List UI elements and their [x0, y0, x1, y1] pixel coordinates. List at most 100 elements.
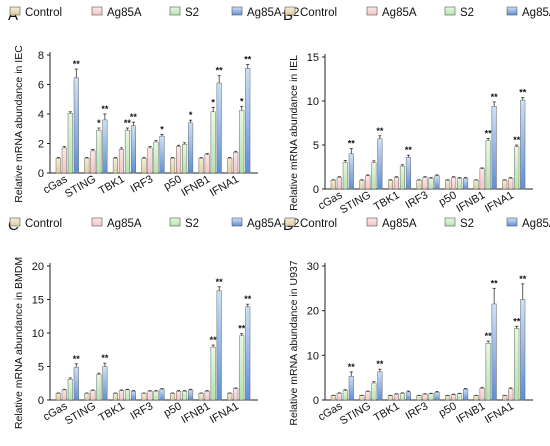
- y-tick-label: 15: [32, 295, 44, 307]
- bar-control-p50: [445, 395, 451, 401]
- bar-control-sting: [84, 393, 90, 401]
- bar-ag85a-s2-ifnb1: [491, 106, 497, 190]
- bar-ag85a-s2-irf3: [434, 175, 440, 190]
- bar-control-cgas: [55, 393, 61, 401]
- significance-label: **: [405, 145, 413, 155]
- y-tick-label: 6: [38, 80, 44, 92]
- bar-s2-ifnb1: [210, 111, 216, 174]
- bar-ag85a-p50: [176, 391, 182, 401]
- bar-s2-p50: [182, 391, 188, 401]
- x-tick-label: IFNA1: [483, 189, 516, 215]
- legend-label: Ag85A-S2: [522, 7, 550, 19]
- bar-control-sting: [359, 179, 365, 190]
- bar-control-irf3: [141, 393, 147, 401]
- legend-swatch: [506, 217, 518, 227]
- bar-s2-ifna1: [514, 146, 520, 190]
- bar-ag85a-s2-irf3: [159, 135, 165, 174]
- x-tick-label: STING: [338, 189, 373, 216]
- legend-swatch: [366, 217, 378, 227]
- bar-control-sting: [359, 395, 365, 401]
- bar-s2-ifna1: [514, 328, 520, 401]
- x-tick-label: IRF3: [129, 173, 156, 195]
- bar-group-cgas: **cGas: [41, 59, 80, 196]
- legend-swatch: [444, 6, 456, 16]
- legend-item-ag85a: Ag85A: [366, 6, 417, 19]
- bar-ag85a-s2-irf3: [159, 389, 165, 401]
- bar-ag85a-s2-cgas: [73, 366, 79, 401]
- y-tick-label: 10: [307, 96, 319, 108]
- bar-control-irf3: [416, 395, 422, 401]
- bar-s2-irf3: [428, 393, 434, 401]
- legend-label: Control: [300, 218, 337, 230]
- legend-item-s2: S2: [169, 217, 199, 230]
- significance-label: **: [491, 92, 499, 102]
- bar-control-sting: [84, 158, 90, 174]
- bar-group-ifnb1: ** ** IFNB1: [179, 277, 223, 426]
- bar-ag85a-s2-irf3: [434, 392, 440, 401]
- bar-ag85a-s2-p50: [188, 122, 194, 174]
- bar-group-ifnb1: ***IFNB1: [179, 66, 223, 200]
- bar-s2-irf3: [153, 391, 159, 401]
- bar-ag85a-s2-cgas: [348, 153, 354, 190]
- legend-swatch: [169, 6, 181, 16]
- y-axis-label: Relative mRNA abundance in IEC: [13, 45, 25, 203]
- significance-label: **: [244, 55, 252, 65]
- x-tick-label: STING: [63, 400, 98, 427]
- legend-swatch: [91, 6, 103, 16]
- bar-ag85a-irf3: [422, 393, 428, 401]
- y-axis-label: Relative mRNA abundance in BMDM: [13, 257, 25, 429]
- bar-control-tbk1: [112, 158, 118, 174]
- bar-ag85a-s2-sting: [102, 119, 108, 174]
- legend-swatch: [231, 6, 243, 16]
- legend-label: Control: [25, 7, 62, 19]
- bar-control-p50: [445, 179, 451, 190]
- bar-ag85a-cgas: [61, 147, 67, 174]
- y-tick-label: 0: [313, 184, 319, 196]
- legend-label: Ag85A: [382, 218, 417, 230]
- bar-ag85a-ifna1: [508, 388, 514, 401]
- significance-label: **: [485, 331, 493, 341]
- significance-label: **: [210, 335, 218, 345]
- bar-ag85a-p50: [451, 177, 457, 190]
- bar-control-tbk1: [112, 393, 118, 401]
- legend: Control Ag85A S2 Ag85A-S2: [284, 217, 550, 230]
- legend-item-ag85a-s2: Ag85A-S2: [506, 217, 550, 230]
- panel-b: B Control Ag85A S2 Ag85A-S2 0 5 10 15 Relative mR…: [283, 6, 550, 216]
- bar-ag85a-cgas: [336, 177, 342, 190]
- y-axis-label: Relative mRNA abundance in U937: [288, 260, 300, 425]
- legend-item-s2: S2: [169, 6, 199, 19]
- panel-letter: B: [283, 7, 293, 24]
- y-tick-label: 8: [38, 50, 44, 62]
- bar-ag85a-s2-sting: [377, 371, 383, 401]
- bar-ag85a-s2-ifnb1: [491, 303, 497, 401]
- bar-ag85a-cgas: [61, 389, 67, 401]
- bar-ag85a-ifnb1: [479, 388, 485, 401]
- significance-label: **: [124, 118, 132, 128]
- bar-ag85a-tbk1: [118, 149, 124, 174]
- bar-ag85a-sting: [365, 175, 371, 190]
- bar-ag85a-s2-sting: [102, 366, 108, 401]
- x-tick-label: IFNB1: [179, 400, 212, 426]
- significance-label: **: [101, 104, 109, 114]
- significance-label: *: [189, 110, 193, 120]
- x-tick-label: STING: [338, 400, 373, 427]
- bar-ag85a-ifnb1: [204, 154, 210, 174]
- x-tick-label: IRF3: [404, 189, 431, 211]
- bar-ag85a-s2-tbk1: [130, 125, 136, 174]
- bar-s2-tbk1: [124, 129, 130, 174]
- y-tick-label: 10: [32, 328, 44, 340]
- legend-label: S2: [460, 218, 474, 230]
- bar-control-ifnb1: [473, 395, 479, 401]
- legend-label: Control: [25, 218, 62, 230]
- bar-ag85a-sting: [90, 150, 96, 174]
- bar-control-irf3: [141, 158, 147, 174]
- legend-item-s2: S2: [444, 6, 474, 19]
- significance-label: **: [519, 274, 527, 284]
- bar-ag85a-ifnb1: [204, 391, 210, 401]
- bar-s2-cgas: [342, 162, 348, 190]
- significance-label: **: [376, 126, 384, 136]
- bar-control-irf3: [416, 179, 422, 190]
